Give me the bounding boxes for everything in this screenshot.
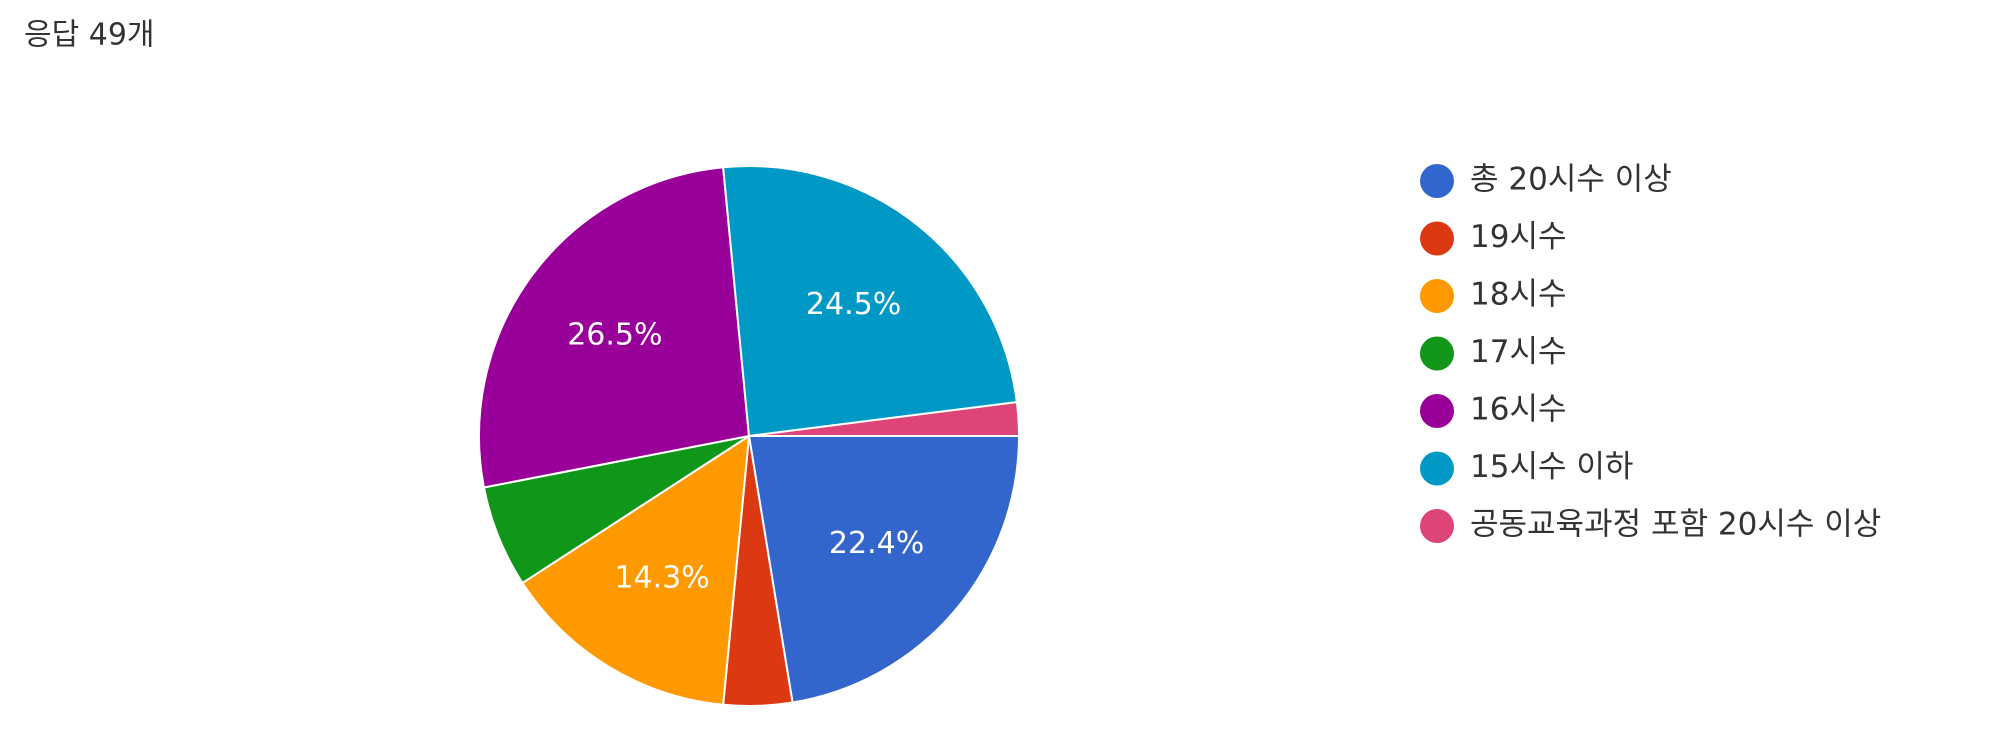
legend-marker	[1420, 279, 1454, 313]
pie-slice	[521, 434, 751, 706]
slice-label: 22.4%	[829, 526, 924, 561]
legend-marker	[1420, 394, 1454, 428]
legend-marker	[1420, 221, 1454, 256]
legend-label: 19시수	[1470, 219, 1567, 255]
pie-slice	[748, 401, 1021, 437]
legend-marker	[1420, 164, 1454, 198]
pie-slice	[747, 435, 1021, 704]
legend-label: 총 20시수 이상	[1470, 162, 1672, 198]
slice-label: 14.3%	[614, 561, 709, 596]
legend-label: 17시수	[1470, 334, 1567, 370]
chart-title: 응답 49개	[24, 18, 155, 53]
legend-marker	[1420, 509, 1454, 543]
legend-marker	[1420, 451, 1454, 486]
pie-slice	[478, 166, 751, 489]
pie-slice	[722, 165, 1018, 438]
legend-marker	[1420, 336, 1454, 371]
legend-label: 공동교육과정 포함 20시수 이상	[1470, 507, 1881, 543]
legend-label: 16시수	[1470, 392, 1567, 428]
legend-label: 18시수	[1470, 277, 1567, 313]
slice-label: 24.5%	[806, 287, 901, 322]
slice-label: 26.5%	[567, 317, 662, 352]
legend-label: 15시수 이하	[1470, 449, 1633, 485]
